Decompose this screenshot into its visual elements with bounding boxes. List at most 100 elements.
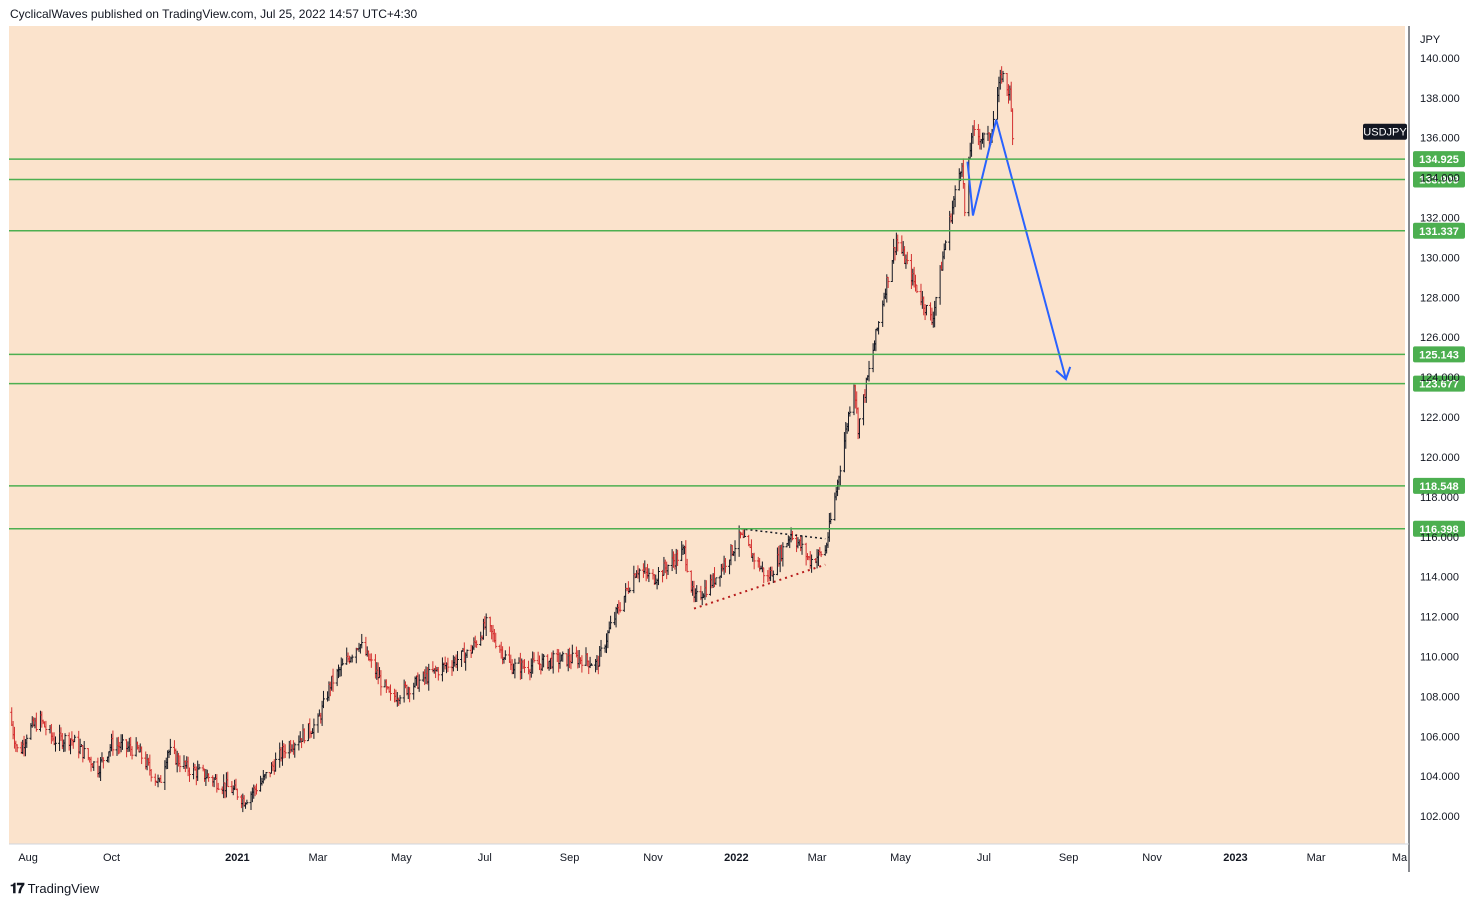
tradingview-logo-icon: 𝟏𝟕 <box>10 880 25 896</box>
ohlc-bar <box>1001 70 1005 83</box>
x-tick-label: Jul <box>478 852 492 864</box>
ohlc-bar <box>398 695 402 705</box>
publish-info: CyclicalWaves published on TradingView.c… <box>10 7 418 21</box>
ohlc-bar <box>417 674 421 692</box>
ohlc-bar <box>532 652 536 663</box>
triangle-upper-trendline <box>740 528 826 540</box>
y-tick-label: 128.000 <box>1420 292 1460 304</box>
ohlc-bar <box>408 687 412 703</box>
ohlc-bar <box>331 668 335 692</box>
ohlc-bar <box>465 649 469 658</box>
y-tick-label: 126.000 <box>1420 332 1460 344</box>
ohlc-bar <box>446 657 450 672</box>
ohlc-bar <box>743 528 747 538</box>
ohlc-bar <box>848 406 852 417</box>
ohlc-bar <box>53 736 57 752</box>
ohlc-bar <box>302 728 306 744</box>
ohlc-bar <box>972 120 976 136</box>
ohlc-bar <box>369 653 373 668</box>
ohlc-bar <box>628 587 632 593</box>
brand-name: TradingView <box>27 881 100 896</box>
y-tick-label: 124.000 <box>1420 372 1460 384</box>
ohlc-bar <box>704 580 708 598</box>
ohlc-bar <box>580 655 584 673</box>
projection-path <box>966 119 1067 380</box>
level-label: 134.925 <box>1419 154 1459 166</box>
level-label-bg <box>1413 375 1465 392</box>
y-tick-label: 132.000 <box>1420 213 1460 225</box>
y-tick-label: 104.000 <box>1420 771 1460 783</box>
y-tick-label: 130.000 <box>1420 252 1460 264</box>
ohlc-bar <box>877 321 881 335</box>
y-tick-label: 120.000 <box>1420 452 1460 464</box>
x-tick-label: 2021 <box>225 852 249 864</box>
y-tick-label: 102.000 <box>1420 811 1460 823</box>
level-label: 118.548 <box>1419 481 1458 493</box>
ohlc-bar <box>427 663 431 691</box>
ohlc-bar <box>695 585 699 602</box>
ohlc-bar <box>924 304 928 316</box>
ohlc-bar <box>915 284 919 294</box>
ohlc-bar <box>15 744 19 753</box>
ohlc-bar <box>216 782 220 791</box>
ohlc-bar <box>934 296 938 316</box>
ohlc-bar <box>666 564 670 576</box>
level: 134.925 <box>9 151 1465 168</box>
x-tick-label: Mar <box>309 852 328 864</box>
y-tick-label: 136.000 <box>1420 133 1460 145</box>
ohlc-bar <box>235 788 239 800</box>
ohlc-bar <box>159 775 163 783</box>
ohlc-bar <box>321 690 325 709</box>
ohlc-bar <box>589 663 593 666</box>
y-tick-label: 116.000 <box>1420 532 1459 544</box>
ohlc-bar <box>120 734 124 750</box>
footer: 𝟏𝟕 TradingView <box>10 880 99 897</box>
ohlc-bar <box>274 752 278 772</box>
ohlc-bar <box>953 185 957 208</box>
ohlc-bar <box>187 767 191 782</box>
ohlc-bar <box>226 771 230 788</box>
ohlc-bar <box>522 659 526 673</box>
x-tick-label: May <box>391 852 412 864</box>
ohlc-bar <box>1011 108 1015 146</box>
x-tick-label: Nov <box>643 852 663 864</box>
ohlc-bar <box>245 799 249 805</box>
time-axis: Aug Oct 2021 Mar May Jul Sep Nov 2022 Mar May Jul Se… <box>18 852 1408 864</box>
ohlc-bar <box>647 568 651 583</box>
ohlc-bar <box>685 558 689 573</box>
ohlc-bar <box>254 783 258 795</box>
ohlc-bar <box>111 730 115 756</box>
level-label: 133.909 <box>1419 174 1459 186</box>
ohlc-bar <box>599 639 603 657</box>
level: 131.337 <box>9 222 1465 239</box>
ohlc-bar <box>312 718 316 739</box>
x-tick-label: 2023 <box>1223 852 1247 864</box>
ohlc-bar <box>790 530 794 541</box>
ohlc-bar <box>838 465 842 486</box>
ohlc-bar <box>542 654 546 668</box>
ohlc-bar <box>503 650 507 660</box>
ohlc-bar <box>379 670 383 696</box>
level-label-bg <box>1413 477 1465 494</box>
level-label-bg <box>1413 151 1465 168</box>
ohlc-bar <box>867 360 871 382</box>
ohlc-bar <box>44 720 48 736</box>
ohlc-bar <box>63 733 67 752</box>
x-tick-label: Oct <box>103 852 120 864</box>
ohlc-bar <box>609 615 613 630</box>
ohlc-bar <box>130 746 134 760</box>
level: 123.677 <box>9 375 1465 392</box>
x-tick-label: Sep <box>560 852 580 864</box>
price-bars <box>10 66 1015 813</box>
x-tick-label: Jul <box>977 852 991 864</box>
y-tick-label: 114.000 <box>1420 572 1459 584</box>
ohlc-bar <box>73 734 77 743</box>
ohlc-bar <box>494 632 498 649</box>
y-tick-label: 140.000 <box>1420 53 1460 65</box>
ohlc-bar <box>149 769 153 782</box>
ohlc-bar <box>92 761 96 771</box>
y-tick-label: 112.000 <box>1420 612 1459 624</box>
ohlc-bar <box>771 570 775 584</box>
usdjpy-chart[interactable]: 134.925 133.909 131.337 125.143 123.677 118.5… <box>9 26 1469 872</box>
ohlc-bar <box>197 763 201 770</box>
